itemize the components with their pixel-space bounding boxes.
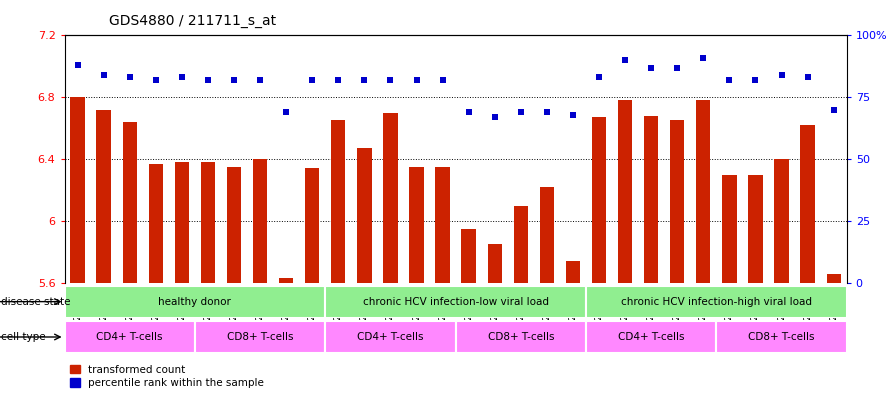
- Bar: [325, 286, 586, 318]
- Bar: [826, 274, 840, 283]
- Point: [748, 77, 762, 83]
- Bar: [748, 174, 762, 283]
- Bar: [461, 229, 476, 283]
- Point: [332, 77, 346, 83]
- Bar: [774, 159, 788, 283]
- Point: [774, 72, 788, 78]
- Point: [149, 77, 163, 83]
- Bar: [644, 116, 659, 283]
- Point: [253, 77, 267, 83]
- Bar: [722, 174, 737, 283]
- Point: [461, 109, 476, 115]
- Point: [800, 74, 814, 81]
- Bar: [592, 118, 607, 283]
- Point: [201, 77, 215, 83]
- Bar: [586, 321, 717, 353]
- Bar: [227, 167, 241, 283]
- Text: disease state: disease state: [1, 297, 71, 307]
- Point: [696, 55, 711, 61]
- Text: healthy donor: healthy donor: [159, 297, 231, 307]
- Point: [826, 107, 840, 113]
- Bar: [565, 261, 580, 283]
- Bar: [409, 167, 424, 283]
- Bar: [97, 110, 111, 283]
- Point: [71, 62, 85, 68]
- Point: [409, 77, 424, 83]
- Text: CD4+ T-cells: CD4+ T-cells: [618, 332, 685, 342]
- Point: [513, 109, 528, 115]
- Point: [123, 74, 137, 81]
- Point: [644, 64, 659, 71]
- Text: CD4+ T-cells: CD4+ T-cells: [97, 332, 163, 342]
- Bar: [123, 122, 137, 283]
- Bar: [71, 97, 85, 283]
- Point: [227, 77, 241, 83]
- Bar: [175, 162, 189, 283]
- Text: CD8+ T-cells: CD8+ T-cells: [487, 332, 554, 342]
- Point: [305, 77, 319, 83]
- Bar: [618, 100, 633, 283]
- Point: [618, 57, 633, 63]
- Point: [358, 77, 372, 83]
- Bar: [65, 286, 325, 318]
- Text: chronic HCV infection-high viral load: chronic HCV infection-high viral load: [621, 297, 812, 307]
- Point: [279, 109, 293, 115]
- Bar: [65, 321, 195, 353]
- Legend: transformed count, percentile rank within the sample: transformed count, percentile rank withi…: [70, 365, 264, 388]
- Bar: [435, 167, 450, 283]
- Bar: [149, 164, 163, 283]
- Bar: [696, 100, 711, 283]
- Text: chronic HCV infection-low viral load: chronic HCV infection-low viral load: [363, 297, 548, 307]
- Text: CD4+ T-cells: CD4+ T-cells: [358, 332, 424, 342]
- Bar: [670, 121, 685, 283]
- Text: cell type: cell type: [1, 332, 46, 342]
- Point: [722, 77, 737, 83]
- Point: [97, 72, 111, 78]
- Bar: [487, 244, 502, 283]
- Point: [565, 112, 580, 118]
- Bar: [332, 121, 346, 283]
- Bar: [305, 169, 319, 283]
- Bar: [358, 148, 372, 283]
- Point: [175, 74, 189, 81]
- Point: [592, 74, 607, 81]
- Text: CD8+ T-cells: CD8+ T-cells: [227, 332, 293, 342]
- Bar: [279, 278, 293, 283]
- Bar: [513, 206, 528, 283]
- Point: [539, 109, 554, 115]
- Bar: [253, 159, 267, 283]
- Bar: [194, 321, 325, 353]
- Bar: [539, 187, 554, 283]
- Point: [487, 114, 502, 120]
- Bar: [717, 321, 847, 353]
- Bar: [201, 162, 215, 283]
- Bar: [586, 286, 847, 318]
- Bar: [383, 113, 398, 283]
- Bar: [325, 321, 456, 353]
- Bar: [455, 321, 586, 353]
- Text: CD8+ T-cells: CD8+ T-cells: [748, 332, 814, 342]
- Point: [670, 64, 685, 71]
- Bar: [800, 125, 814, 283]
- Point: [435, 77, 450, 83]
- Text: GDS4880 / 211711_s_at: GDS4880 / 211711_s_at: [109, 13, 277, 28]
- Point: [383, 77, 398, 83]
